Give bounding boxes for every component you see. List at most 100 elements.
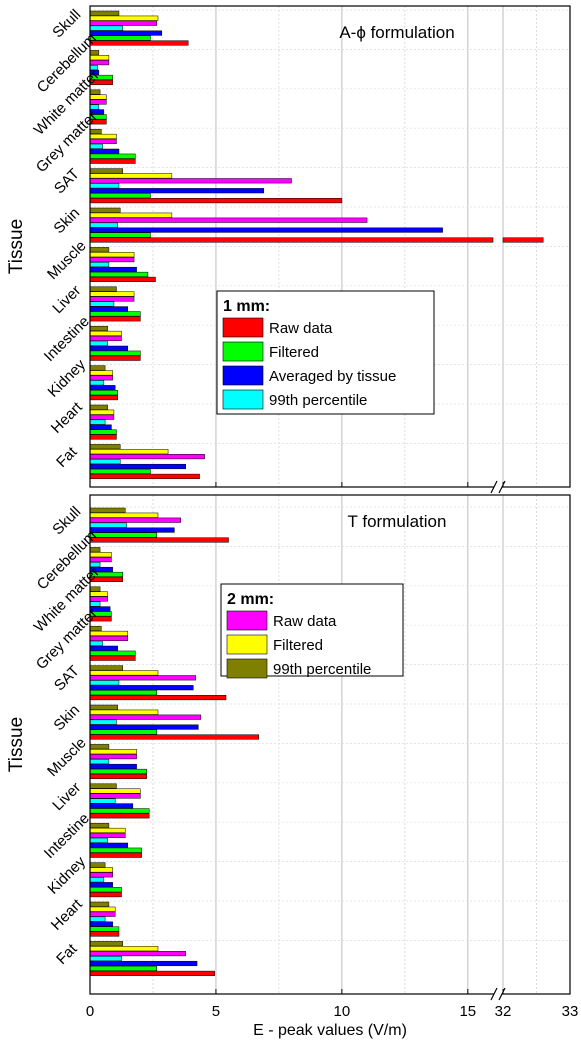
y-axis-label: Tissue xyxy=(6,219,27,274)
plot-frame xyxy=(89,494,571,995)
y-axis-label: Tissue xyxy=(6,717,27,772)
bar-skin xyxy=(89,734,260,740)
bar-heart xyxy=(89,404,108,410)
category-label: Liver xyxy=(49,779,84,814)
bar-sat xyxy=(89,173,173,179)
bar-sat xyxy=(89,685,194,691)
bar-skin xyxy=(89,217,368,223)
x-tick-label: 5 xyxy=(212,1003,220,1020)
bar-grey-matter xyxy=(89,630,129,637)
bar-intestine xyxy=(89,335,122,341)
bar-cerebellum xyxy=(89,50,100,56)
x-tick-label: 33 xyxy=(562,1003,579,1020)
bar-liver xyxy=(89,808,150,814)
category-label: Skull xyxy=(49,6,84,41)
bar-muscle xyxy=(89,768,147,775)
category-label: Muscle xyxy=(44,237,90,283)
bar-intestine xyxy=(89,832,126,838)
legend-swatch xyxy=(226,634,268,655)
bar-white-matter xyxy=(89,591,108,597)
bar-white-matter xyxy=(89,601,101,607)
category-label: Liver xyxy=(49,282,84,317)
bar-heart xyxy=(89,921,113,927)
bar-kidney xyxy=(89,365,106,371)
bar-intestine xyxy=(89,822,110,829)
bar-kidney xyxy=(89,370,113,376)
bar-heart xyxy=(89,424,112,430)
bar-intestine xyxy=(89,350,141,356)
bar-skull xyxy=(89,512,159,518)
bar-cerebellum xyxy=(89,552,112,558)
axis-break-mark xyxy=(498,480,506,494)
bar-grey-matter xyxy=(89,655,136,661)
bar-fat xyxy=(89,454,205,460)
bar-fat xyxy=(89,960,198,967)
category-label: Fat xyxy=(53,940,81,968)
bar-intestine xyxy=(89,340,108,346)
bar-intestine xyxy=(89,837,108,843)
bar-skull xyxy=(89,532,157,538)
bar-sat xyxy=(89,188,265,194)
category-label: Skin xyxy=(50,701,83,734)
x-tick-label: 15 xyxy=(459,1003,476,1020)
legend-swatch xyxy=(222,317,264,338)
bar-grey-matter xyxy=(89,645,118,651)
bar-kidney xyxy=(89,862,106,868)
bar-grey-matter xyxy=(89,138,117,144)
bar-skin xyxy=(89,709,159,715)
legend-title: 2 mm: xyxy=(227,591,274,608)
bar-heart xyxy=(89,429,117,435)
bar-kidney xyxy=(89,395,118,401)
bar-skin xyxy=(89,704,118,710)
bar-liver xyxy=(89,798,116,804)
bar-sat xyxy=(89,183,120,189)
bar-kidney xyxy=(89,867,113,873)
bar-intestine xyxy=(89,842,129,848)
bar-fat xyxy=(89,468,151,474)
bar-kidney xyxy=(89,390,118,396)
bar-cerebellum xyxy=(89,547,101,553)
bar-intestine xyxy=(89,827,126,834)
bar-skin xyxy=(89,729,157,735)
bar-muscle xyxy=(89,266,137,273)
bar-liver xyxy=(89,291,135,297)
bar-white-matter xyxy=(89,586,101,592)
legend-swatch xyxy=(222,389,264,410)
bar-muscle xyxy=(89,763,137,770)
bar-sat xyxy=(89,690,157,696)
bar-liver xyxy=(89,311,141,317)
category-label: Muscle xyxy=(44,734,90,780)
legend-label: Raw data xyxy=(269,320,333,337)
bar-fat xyxy=(89,463,186,470)
bar-muscle xyxy=(89,759,110,765)
category-label: SAT xyxy=(51,165,83,197)
bar-heart xyxy=(89,911,116,917)
bar-liver xyxy=(89,788,141,794)
bar-skin-part1 xyxy=(89,237,494,243)
bar-muscle xyxy=(89,754,137,760)
bar-skull xyxy=(89,25,123,31)
category-label: Skull xyxy=(49,503,84,538)
bar-liver xyxy=(89,306,129,312)
bar-skull xyxy=(89,507,126,513)
bar-fat xyxy=(89,956,122,962)
bar-fat xyxy=(89,941,123,947)
bar-grey-matter xyxy=(89,650,136,656)
bar-fat xyxy=(89,965,157,972)
bar-fat xyxy=(89,473,200,479)
bar-kidney xyxy=(89,882,113,888)
legend-swatch xyxy=(226,610,268,631)
bar-cerebellum xyxy=(89,55,110,61)
bar-fat xyxy=(89,951,186,957)
bar-fat xyxy=(89,459,121,465)
bar-liver xyxy=(89,793,141,799)
bar-skull xyxy=(89,30,163,36)
bar-liver xyxy=(89,783,117,789)
bar-skin xyxy=(89,714,202,720)
bar-sat xyxy=(89,193,151,199)
bar-sat xyxy=(89,665,123,671)
bar-grey-matter xyxy=(89,143,103,149)
